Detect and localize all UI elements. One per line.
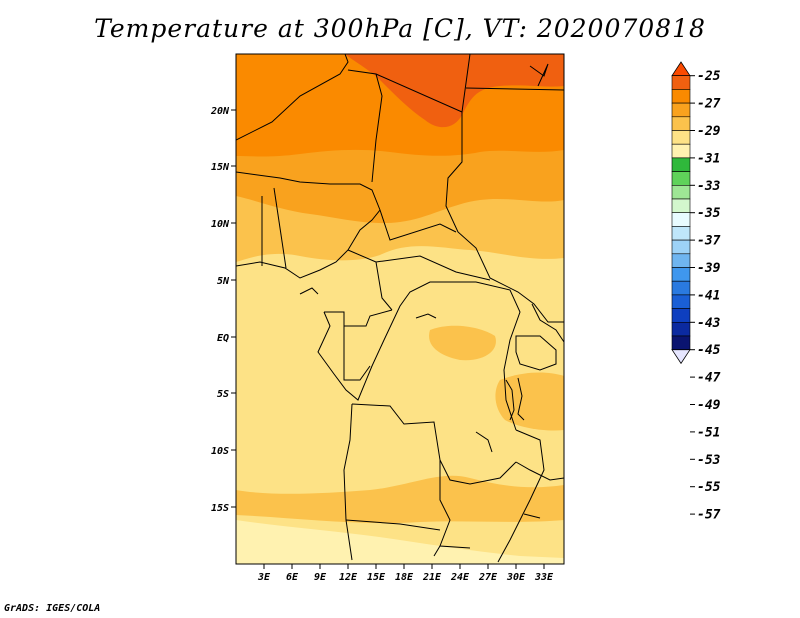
colorbar-label: -57 [697,508,721,523]
colorbar-segment [671,267,691,282]
chart-title: Temperature at 300hPa [C], VT: 202007081… [94,14,706,43]
colorbar-segment [671,102,691,118]
border-line [324,309,393,327]
band-m31-center [429,325,496,361]
band-m35 [236,520,564,564]
border-line [379,209,457,241]
border-line [475,431,493,453]
lon-label-21e: 21E [422,572,442,583]
grads-credit: GrADS: IGES/COLA [4,603,101,614]
colorbar-label: -51 [697,425,720,440]
colorbar-segment [671,171,691,186]
border-line [515,461,564,481]
border-line [415,313,437,319]
colorbar-label: -49 [697,398,721,413]
colorbar-segment [671,89,691,104]
band-m25 [236,54,564,128]
colorbar-segment [671,198,691,213]
lat-label-15s: 15S [211,503,229,514]
colorbar-segment [671,294,691,309]
band-m31-south [236,475,564,524]
border-line [531,303,564,343]
colorbar-label: -39 [697,261,721,276]
colorbar-label: -43 [697,316,721,331]
colorbar-label: -29 [697,124,721,139]
border-line [517,377,525,421]
colorbar-segment [671,253,691,268]
lat-label-5s: 5S [217,389,229,400]
border-line [505,379,515,421]
colorbar-segment [671,308,691,323]
border-line [523,513,541,519]
colorbar-segment [671,143,691,159]
border-line [497,429,545,563]
colorbar-label: -47 [697,371,721,386]
lon-label-24e: 24E [450,572,470,583]
border-line [317,281,521,431]
colorbar-label: -35 [697,206,721,221]
lat-label-10s: 10S [211,446,229,457]
colorbar-segment [671,157,691,172]
border-line [299,287,319,295]
lon-label-15e: 15E [367,572,386,583]
border-line [273,187,287,269]
border-line [345,519,441,531]
colorbar-label: -53 [697,453,721,468]
colorbar-segment [671,321,691,337]
colorbar-segment [671,226,691,241]
longitude-axis: 3E 6E 9E 12E 15E 18E 21E 24E 27E 30E 33E [257,564,554,583]
colorbar-arrow-bottom [671,349,691,365]
colorbar-label: -45 [697,343,721,358]
colorbar-segment [671,239,691,255]
lat-label-5n: 5N [217,276,230,287]
border-line [515,335,557,371]
colorbar-segment [671,280,691,296]
lon-label-12e: 12E [339,572,358,583]
lat-label-10n: 10N [211,219,230,230]
border-line [375,255,491,281]
colorbar-segment [671,116,691,131]
colorbar-label: -31 [697,151,720,166]
colorbar-segment [671,130,691,145]
temperature-fill [236,54,564,564]
colorbar: -25 -27 -29 -31 -33 -35 -37 -39 -41 -43 -45 -47 -49 -… [671,61,721,523]
lon-label-27e: 27E [478,572,498,583]
band-m31-east [495,372,564,431]
border-line [347,249,393,311]
colorbar-segment [671,75,691,90]
border-line [465,87,564,91]
border-line [439,460,471,549]
lon-label-9e: 9E [314,572,327,583]
lon-label-6e: 6E [286,572,299,583]
colorbar-segment [671,335,691,350]
border-line [343,326,371,381]
border-line [343,403,353,561]
colorbar-label: -27 [697,97,721,112]
lon-label-33e: 33E [534,572,554,583]
colorbar-label: -25 [697,69,721,84]
border-line [236,171,381,279]
lon-label-30e: 30E [506,572,526,583]
country-borders [236,54,564,563]
border-line [236,54,349,141]
lat-label-20n: 20N [210,106,230,117]
lat-label-15n: 15N [211,162,230,173]
colorbar-label: -55 [697,480,721,495]
border-line [529,63,549,87]
lon-label-18e: 18E [395,572,414,583]
lon-label-3e: 3E [257,572,271,583]
colorbar-label: -37 [697,234,721,249]
border-line [433,545,441,557]
colorbar-arrow-top [671,61,691,77]
border-line [347,69,383,183]
colorbar-segment [671,185,691,200]
map-frame [235,53,565,565]
colorbar-label: -41 [697,288,720,303]
colorbar-segment [671,212,691,227]
colorbar-label: -33 [697,179,721,194]
border-line [445,112,564,323]
lat-label-eq: EQ [217,333,229,344]
latitude-axis: 20N 15N 10N 5N EQ 5S 10S 15S [210,106,236,514]
